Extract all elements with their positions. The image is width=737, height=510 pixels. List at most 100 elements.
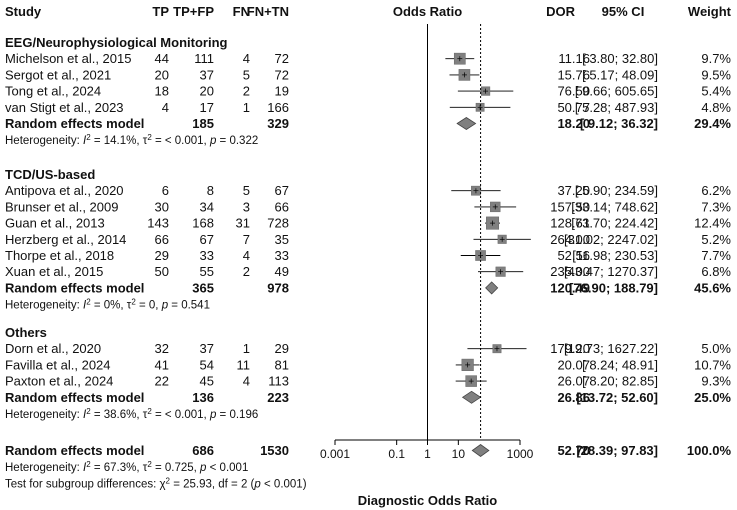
group-model-tp-fp: 365 xyxy=(192,280,214,295)
group-model-weight: 45.6% xyxy=(694,280,731,295)
group-model-label: Random effects model xyxy=(5,390,144,405)
ci-value: [33.14; 748.62] xyxy=(571,199,658,214)
header-weight: Weight xyxy=(688,4,732,19)
overall-model-label: Random effects model xyxy=(5,443,144,458)
tp-fp-value: 111 xyxy=(194,51,214,66)
fn-tn-value: 29 xyxy=(275,341,289,356)
fn-value: 2 xyxy=(243,264,250,279)
fn-tn-value: 72 xyxy=(275,67,289,82)
tp-value: 30 xyxy=(155,199,169,214)
fn-value: 1 xyxy=(243,341,250,356)
group-model-tp-fp: 136 xyxy=(192,390,214,405)
weight-value: 12.4% xyxy=(694,216,731,231)
weight-value: 9.7% xyxy=(701,51,731,66)
study-name: Brunser et al., 2009 xyxy=(5,199,118,214)
study-name: Guan et al., 2013 xyxy=(5,216,105,231)
study-name: Dorn et al., 2020 xyxy=(5,341,101,356)
weight-value: 5.2% xyxy=(701,232,731,247)
fn-tn-value: 49 xyxy=(275,264,289,279)
fn-value: 4 xyxy=(243,51,250,66)
ci-value: [ 9.66; 605.65] xyxy=(575,84,658,99)
study-name: Paxton et al., 2024 xyxy=(5,374,113,389)
ci-value: [ 8.24; 48.91] xyxy=(582,357,658,372)
fn-tn-value: 66 xyxy=(275,199,289,214)
weight-value: 7.3% xyxy=(701,199,731,214)
fn-value: 4 xyxy=(243,374,250,389)
overall-heterogeneity: Heterogeneity: I2 = 67.3%, τ2 = 0.725, p… xyxy=(5,460,248,475)
tp-fp-value: 37 xyxy=(200,341,214,356)
overall-model-dor: 52.70 xyxy=(557,443,590,458)
group-model-fn-tn: 223 xyxy=(267,390,289,405)
dor-value: 128.61 xyxy=(550,216,590,231)
study-name: Herzberg et al., 2014 xyxy=(5,232,126,247)
study-name: Favilla et al., 2024 xyxy=(5,357,111,372)
group-heterogeneity: Heterogeneity: I2 = 0%, τ2 = 0, p = 0.54… xyxy=(5,297,210,312)
tp-fp-value: 54 xyxy=(200,357,214,372)
study-name: Tong et al., 2024 xyxy=(5,84,101,99)
weight-value: 5.0% xyxy=(701,341,731,356)
ci-value: [31.02; 2247.02] xyxy=(564,232,658,247)
group-heterogeneity: Heterogeneity: I2 = 38.6%, τ2 = < 0.001,… xyxy=(5,407,258,422)
tp-fp-value: 20 xyxy=(200,84,214,99)
group-model-fn-tn: 978 xyxy=(267,280,289,295)
group-model-weight: 25.0% xyxy=(694,390,731,405)
overall-model-ci: [28.39; 97.83] xyxy=(576,443,658,458)
group-model-ci: [ 9.12; 36.32] xyxy=(580,116,658,131)
dor-value: 76.50 xyxy=(557,84,590,99)
dor-value: 11.16 xyxy=(558,51,590,66)
x-tick-label: 10 xyxy=(452,447,466,461)
tp-value: 44 xyxy=(155,51,169,66)
dor-value: 20.07 xyxy=(557,357,590,372)
fn-value: 11 xyxy=(237,357,251,372)
fn-tn-value: 166 xyxy=(267,100,289,115)
x-axis-title: Diagnostic Odds Ratio xyxy=(358,493,497,508)
ci-value: [ 8.20; 82.85] xyxy=(582,374,658,389)
group-model-diamond xyxy=(485,281,499,295)
header-tp: TP xyxy=(152,4,169,19)
overall-model-fn-tn: 1530 xyxy=(260,443,289,458)
fn-tn-value: 728 xyxy=(267,216,289,231)
x-tick-label: 0.001 xyxy=(320,447,350,461)
group-model-weight: 29.4% xyxy=(694,116,731,131)
overall-model-diamond xyxy=(471,444,490,457)
tp-value: 4 xyxy=(162,100,169,115)
ci-value: [ 5.90; 234.59] xyxy=(575,183,658,198)
ci-value: [ 5.17; 48.09] xyxy=(582,67,658,82)
tp-fp-value: 34 xyxy=(200,199,214,214)
group-model-dor: 120.49 xyxy=(550,280,590,295)
dor-value: 52.56 xyxy=(557,248,590,263)
group-model-label: Random effects model xyxy=(5,280,144,295)
ci-value: [ 3.80; 32.80] xyxy=(582,51,658,66)
group-model-fn-tn: 329 xyxy=(267,116,289,131)
tp-fp-value: 55 xyxy=(200,264,214,279)
header-odds-ratio: Odds Ratio xyxy=(393,4,462,19)
study-name: Sergot et al., 2021 xyxy=(5,67,111,82)
study-name: Xuan et al., 2015 xyxy=(5,264,103,279)
weight-value: 7.7% xyxy=(701,248,731,263)
weight-value: 4.8% xyxy=(701,100,731,115)
header-ci: 95% CI xyxy=(602,4,645,19)
fn-value: 3 xyxy=(243,199,250,214)
fn-tn-value: 81 xyxy=(275,357,289,372)
fn-tn-value: 113 xyxy=(268,374,289,389)
fn-value: 31 xyxy=(236,216,250,231)
fn-value: 4 xyxy=(243,248,250,263)
fn-value: 7 xyxy=(243,232,250,247)
weight-value: 9.5% xyxy=(701,67,731,82)
tp-fp-value: 168 xyxy=(192,216,214,231)
group-heterogeneity: Heterogeneity: I2 = 14.1%, τ2 = < 0.001,… xyxy=(5,133,258,148)
fn-value: 5 xyxy=(243,67,250,82)
dor-value: 37.20 xyxy=(557,183,590,198)
ci-value: [ 5.28; 487.93] xyxy=(575,100,658,115)
weight-value: 6.8% xyxy=(701,264,731,279)
tp-value: 66 xyxy=(155,232,169,247)
study-name: Thorpe et al., 2018 xyxy=(5,248,114,263)
weight-value: 5.4% xyxy=(701,84,731,99)
tp-fp-value: 8 xyxy=(207,183,214,198)
header-dor: DOR xyxy=(546,4,576,19)
ci-value: [11.98; 230.53] xyxy=(572,248,658,263)
tp-fp-value: 67 xyxy=(200,232,214,247)
tp-value: 41 xyxy=(155,357,169,372)
header-fn-tn: FN+TN xyxy=(247,4,289,19)
